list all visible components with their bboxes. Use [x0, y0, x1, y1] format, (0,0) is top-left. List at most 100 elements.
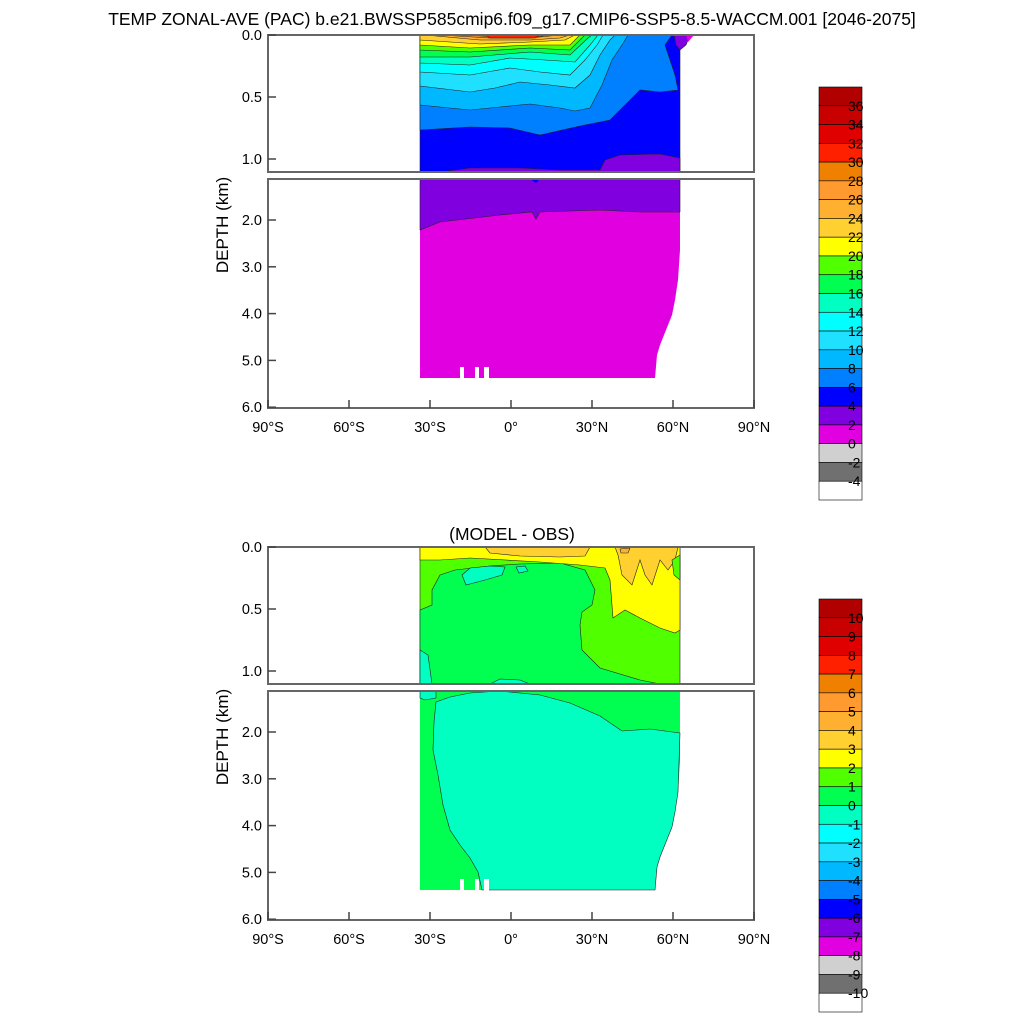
colorbar-label: 1 — [848, 779, 856, 795]
band-minus1-0-a — [461, 565, 506, 586]
y-tick-label: 0.0 — [242, 540, 262, 556]
upper-plot: DEPTH (km) 90°S 60°S 30°S 0° 30°N 60°N 90°N 0.0… — [213, 28, 864, 501]
colorbar-label: 22 — [848, 229, 864, 245]
bathymetry-gap — [460, 879, 464, 891]
band-4-5 — [619, 547, 631, 554]
upper-axes: 90°S 60°S 30°S 0° 30°N 60°N 90°N 0.0 0.5 1.0 2.0 3.… — [242, 28, 770, 436]
y-tick-label: 0.5 — [242, 90, 262, 106]
colorbar-label: -4 — [848, 873, 861, 889]
y-tick-label: 3.0 — [242, 260, 262, 276]
lower-deep-contours — [419, 691, 681, 891]
y-axis-label: DEPTH (km) — [213, 177, 232, 273]
band-0-2 — [420, 179, 680, 378]
colorbar-label: 30 — [848, 154, 864, 170]
x-tick-label: 60°N — [657, 420, 689, 436]
y-tick-label: 0.0 — [242, 28, 262, 44]
colorbar-label: 32 — [848, 135, 864, 151]
y-tick-label: 6.0 — [242, 912, 262, 928]
band-minus1-0 — [432, 691, 681, 891]
band-minus1-0-d — [489, 678, 531, 684]
x-tick-label: 0° — [504, 420, 518, 436]
colorbar-label: 0 — [848, 798, 856, 814]
band-minus1-0-c — [419, 649, 433, 684]
lower-plot: (MODEL - OBS) DEPTH (km) 90°S 6 0° — [213, 524, 868, 1013]
colorbar-label: -5 — [848, 891, 861, 907]
y-tick-label: 1.0 — [242, 664, 262, 680]
band-0-1 — [419, 562, 661, 684]
x-tick-label: 60°S — [333, 932, 365, 948]
colorbar-label: -6 — [848, 910, 861, 926]
colorbar-label: 0 — [848, 436, 856, 452]
colorbar-label: 2 — [848, 760, 856, 776]
colorbar-label: 24 — [848, 210, 864, 226]
band-3-4-a — [484, 547, 591, 558]
colorbar-label: 28 — [848, 173, 864, 189]
colorbar-label: 7 — [848, 666, 856, 682]
y-tick-label: 4.0 — [242, 819, 262, 835]
upper-shallow-frame — [267, 34, 755, 173]
band-2-4-bottom — [439, 153, 681, 172]
bathymetry-gap — [475, 367, 479, 379]
x-tick-label: 90°S — [252, 932, 284, 948]
colorbar-label: 8 — [848, 361, 856, 377]
x-tick-label: 90°S — [252, 420, 284, 436]
lower-shallow-frame — [267, 546, 755, 685]
x-tick-label: 30°N — [576, 932, 608, 948]
x-tick-label: 30°S — [414, 932, 446, 948]
bathymetry-gap — [460, 367, 464, 379]
x-tick-label: 30°N — [576, 420, 608, 436]
lower-shallow-contours — [419, 547, 681, 684]
band-1-2-ne — [671, 554, 681, 581]
band-minus1-0-b — [515, 565, 529, 574]
colorbar-label: 26 — [848, 192, 864, 208]
upper-shallow-contours — [419, 35, 694, 172]
colorbar-label: -4 — [848, 473, 861, 489]
colorbar-label: 34 — [848, 117, 864, 133]
main-title: TEMP ZONAL-AVE (PAC) b.e21.BWSSP585cmip6… — [108, 9, 916, 30]
y-tick-label: 2.0 — [242, 725, 262, 741]
upper-deep-contours — [419, 179, 681, 379]
x-tick-label: 0° — [504, 932, 518, 948]
colorbar-label: 6 — [848, 379, 856, 395]
colorbar-label: 20 — [848, 248, 864, 264]
colorbar-label: 14 — [848, 304, 864, 320]
colorbar-label: -9 — [848, 966, 861, 982]
colorbar-label: -7 — [848, 929, 861, 945]
colorbar-label: -2 — [848, 454, 861, 470]
colorbar-label: -3 — [848, 854, 861, 870]
colorbar-label: 9 — [848, 629, 856, 645]
colorbar-label: 5 — [848, 704, 856, 720]
colorbar-label: 3 — [848, 741, 856, 757]
bathymetry-gap — [484, 879, 489, 891]
x-tick-label: 90°N — [738, 932, 770, 948]
y-tick-label: 1.0 — [242, 152, 262, 168]
x-tick-label: 60°S — [333, 420, 365, 436]
lower-axes: 90°S 60°S 30°S 0° 30°N 60°N 90°N 0.0 0.5 1.0 2.0 3.… — [242, 540, 770, 948]
band-2-3 — [419, 547, 681, 634]
x-tick-label: 30°S — [414, 420, 446, 436]
difference-title: (MODEL - OBS) — [449, 524, 575, 544]
y-tick-label: 5.0 — [242, 353, 262, 369]
colorbar-label: -8 — [848, 948, 861, 964]
band-0-2-ne — [686, 35, 694, 42]
colorbar-box — [818, 480, 863, 501]
colorbar-label: 8 — [848, 647, 856, 663]
colorbar-label: -10 — [848, 985, 868, 1001]
colorbar-label: 4 — [848, 398, 856, 414]
colorbar-label: 12 — [848, 323, 864, 339]
y-axis-label: DEPTH (km) — [213, 689, 232, 785]
colorbar-label: 10 — [848, 342, 864, 358]
y-tick-label: 2.0 — [242, 213, 262, 229]
colorbar-label: 10 — [848, 610, 864, 626]
y-tick-label: 4.0 — [242, 307, 262, 323]
band-minus1-0-sw — [419, 691, 437, 701]
colorbar-label: 2 — [848, 417, 856, 433]
colorbar-label: 6 — [848, 685, 856, 701]
bathymetry-gap — [475, 879, 479, 891]
y-tick-label: 3.0 — [242, 772, 262, 788]
colorbar-box — [818, 992, 863, 1013]
bathymetry-gap — [484, 367, 489, 379]
y-tick-label: 5.0 — [242, 865, 262, 881]
